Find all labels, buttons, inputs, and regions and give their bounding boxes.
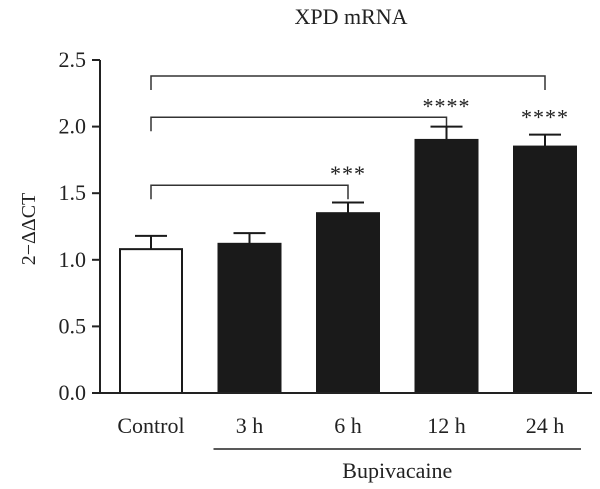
x-tick-label: 24 h [526,413,565,438]
significance-label: **** [423,93,471,118]
significance-bracket [150,184,349,200]
bar [513,145,577,394]
bar-significance-label: **** [521,105,569,130]
significance-bracket [150,75,546,90]
significance-label: *** [330,161,366,186]
significance-bracket [150,116,448,132]
x-tick-label: 6 h [334,413,362,438]
y-axis-label: 2−ΔΔCT [18,193,40,266]
x-tick-label: 12 h [427,413,466,438]
bar [119,248,183,394]
y-tick-label: 2.0 [59,114,87,139]
chart-title: XPD mRNA [294,4,407,29]
y-tick-label: 1.0 [59,247,87,272]
bar [217,242,282,394]
y-tick-label: 0.5 [59,313,87,338]
group-label: Bupivacaine [342,458,452,483]
bar [414,138,479,394]
y-tick-label: 1.5 [59,180,87,205]
y-tick-label: 2.5 [59,47,87,72]
x-tick-label: Control [117,413,184,438]
y-tick-label: 0.0 [59,380,87,405]
x-tick-label: 3 h [236,413,264,438]
bar [316,212,380,394]
